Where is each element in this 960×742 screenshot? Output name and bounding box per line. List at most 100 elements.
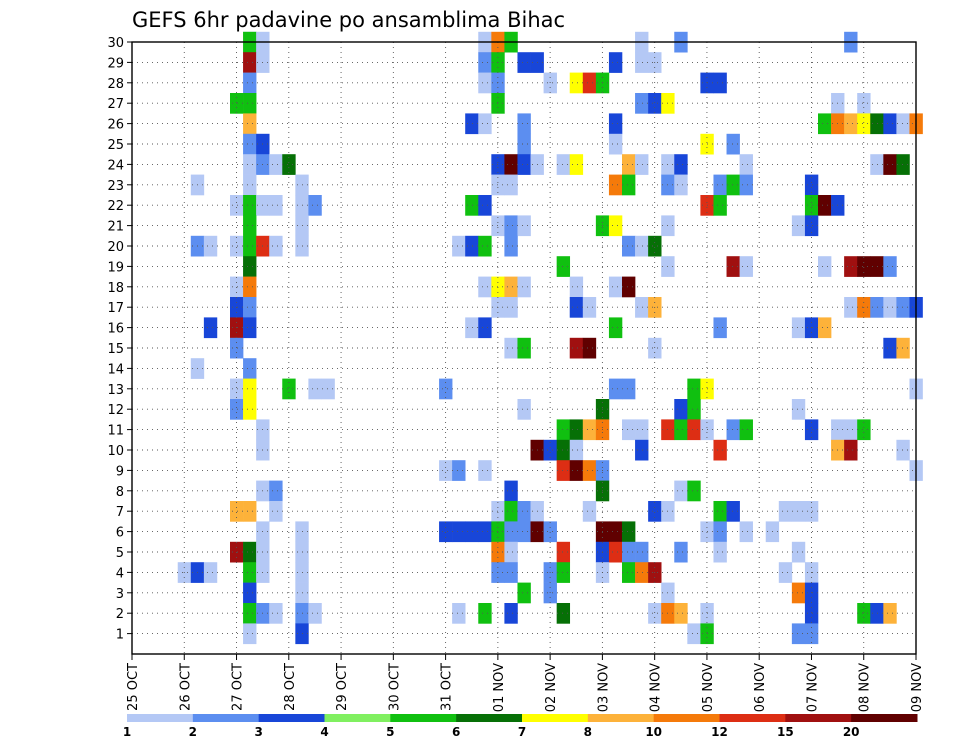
y-tick-label: 25 <box>107 138 124 153</box>
legend-swatch <box>719 714 786 722</box>
cell <box>622 235 636 257</box>
cell <box>713 439 727 461</box>
cell <box>648 93 662 114</box>
cell <box>491 174 505 196</box>
legend-swatch <box>390 714 457 722</box>
x-tick-label: 09 NOV <box>910 663 925 712</box>
cell <box>543 439 557 461</box>
legend-label: 10 <box>645 725 662 739</box>
cell <box>465 235 479 257</box>
cell <box>243 235 257 257</box>
legend-label: 5 <box>386 725 394 739</box>
cell <box>883 603 897 624</box>
cell <box>648 337 662 359</box>
cell <box>713 174 727 196</box>
cell <box>452 460 466 481</box>
cell <box>243 582 257 604</box>
cell <box>791 501 806 522</box>
cell <box>452 603 466 624</box>
cell <box>674 419 688 441</box>
x-axis: 25 OCT 26 OCT 27 OCT 28 OCT 29 OCT 30 OCT 31 O… <box>126 654 925 712</box>
cell <box>622 276 636 298</box>
cell <box>243 276 257 298</box>
cell <box>491 276 505 298</box>
cell <box>804 603 819 624</box>
y-tick-label: 1 <box>116 628 124 643</box>
cell <box>556 419 571 441</box>
cell <box>569 419 584 441</box>
cell <box>674 154 688 175</box>
cell <box>582 501 597 522</box>
y-tick-label: 15 <box>107 342 124 357</box>
legend-swatch <box>192 714 260 722</box>
cell <box>230 378 244 400</box>
cell <box>687 399 701 420</box>
cell <box>582 419 597 441</box>
cell <box>896 154 910 175</box>
y-tick-label: 11 <box>107 424 124 439</box>
x-tick-label: 31 OCT <box>440 663 455 711</box>
cell <box>282 154 296 175</box>
legend-swatch <box>522 714 589 722</box>
cell <box>269 195 283 216</box>
cell <box>857 603 871 624</box>
cell <box>556 439 571 461</box>
y-tick-label: 28 <box>107 77 124 92</box>
legend-label: 3 <box>254 725 262 739</box>
cell <box>243 541 257 563</box>
cell <box>622 562 636 583</box>
legend-swatch <box>127 714 194 722</box>
cell <box>739 256 753 277</box>
cell <box>622 378 636 400</box>
cell <box>556 562 571 583</box>
cell <box>804 623 819 645</box>
cell <box>804 419 819 441</box>
cell <box>896 113 910 135</box>
cell <box>517 337 531 359</box>
cell <box>556 603 571 624</box>
cell <box>491 521 505 543</box>
cell <box>269 480 283 502</box>
x-tick-label: 27 OCT <box>231 663 246 711</box>
cell <box>818 113 832 135</box>
cell <box>582 297 597 318</box>
cell <box>844 256 858 277</box>
cell <box>439 521 453 543</box>
y-tick-label: 4 <box>116 566 124 581</box>
cell <box>883 113 897 135</box>
cell <box>465 195 479 216</box>
cell <box>608 215 623 237</box>
cell <box>870 603 884 624</box>
cell <box>818 195 832 216</box>
cell <box>687 480 701 502</box>
cell <box>243 297 257 318</box>
cell <box>857 256 871 277</box>
cell <box>230 235 244 257</box>
cell <box>582 460 597 481</box>
cell <box>739 419 753 441</box>
cell <box>243 174 257 196</box>
y-tick-label: 29 <box>107 56 124 71</box>
cell <box>556 154 571 175</box>
cell <box>622 154 636 175</box>
x-tick-label: 02 NOV <box>544 663 559 712</box>
cell <box>504 276 518 298</box>
cell <box>674 541 688 563</box>
cell <box>269 501 283 522</box>
cell <box>504 154 518 175</box>
y-tick-label: 5 <box>116 546 124 561</box>
cell <box>635 235 649 257</box>
cell <box>504 480 518 502</box>
cell <box>465 317 479 339</box>
cell <box>478 72 492 94</box>
y-tick-label: 20 <box>107 240 124 255</box>
cell <box>243 378 257 400</box>
cell <box>478 195 492 216</box>
cell <box>230 501 244 522</box>
cell <box>635 562 649 583</box>
cell <box>243 501 257 522</box>
cell <box>883 154 897 175</box>
cell <box>269 235 283 257</box>
cell <box>818 317 832 339</box>
cell <box>778 562 793 583</box>
